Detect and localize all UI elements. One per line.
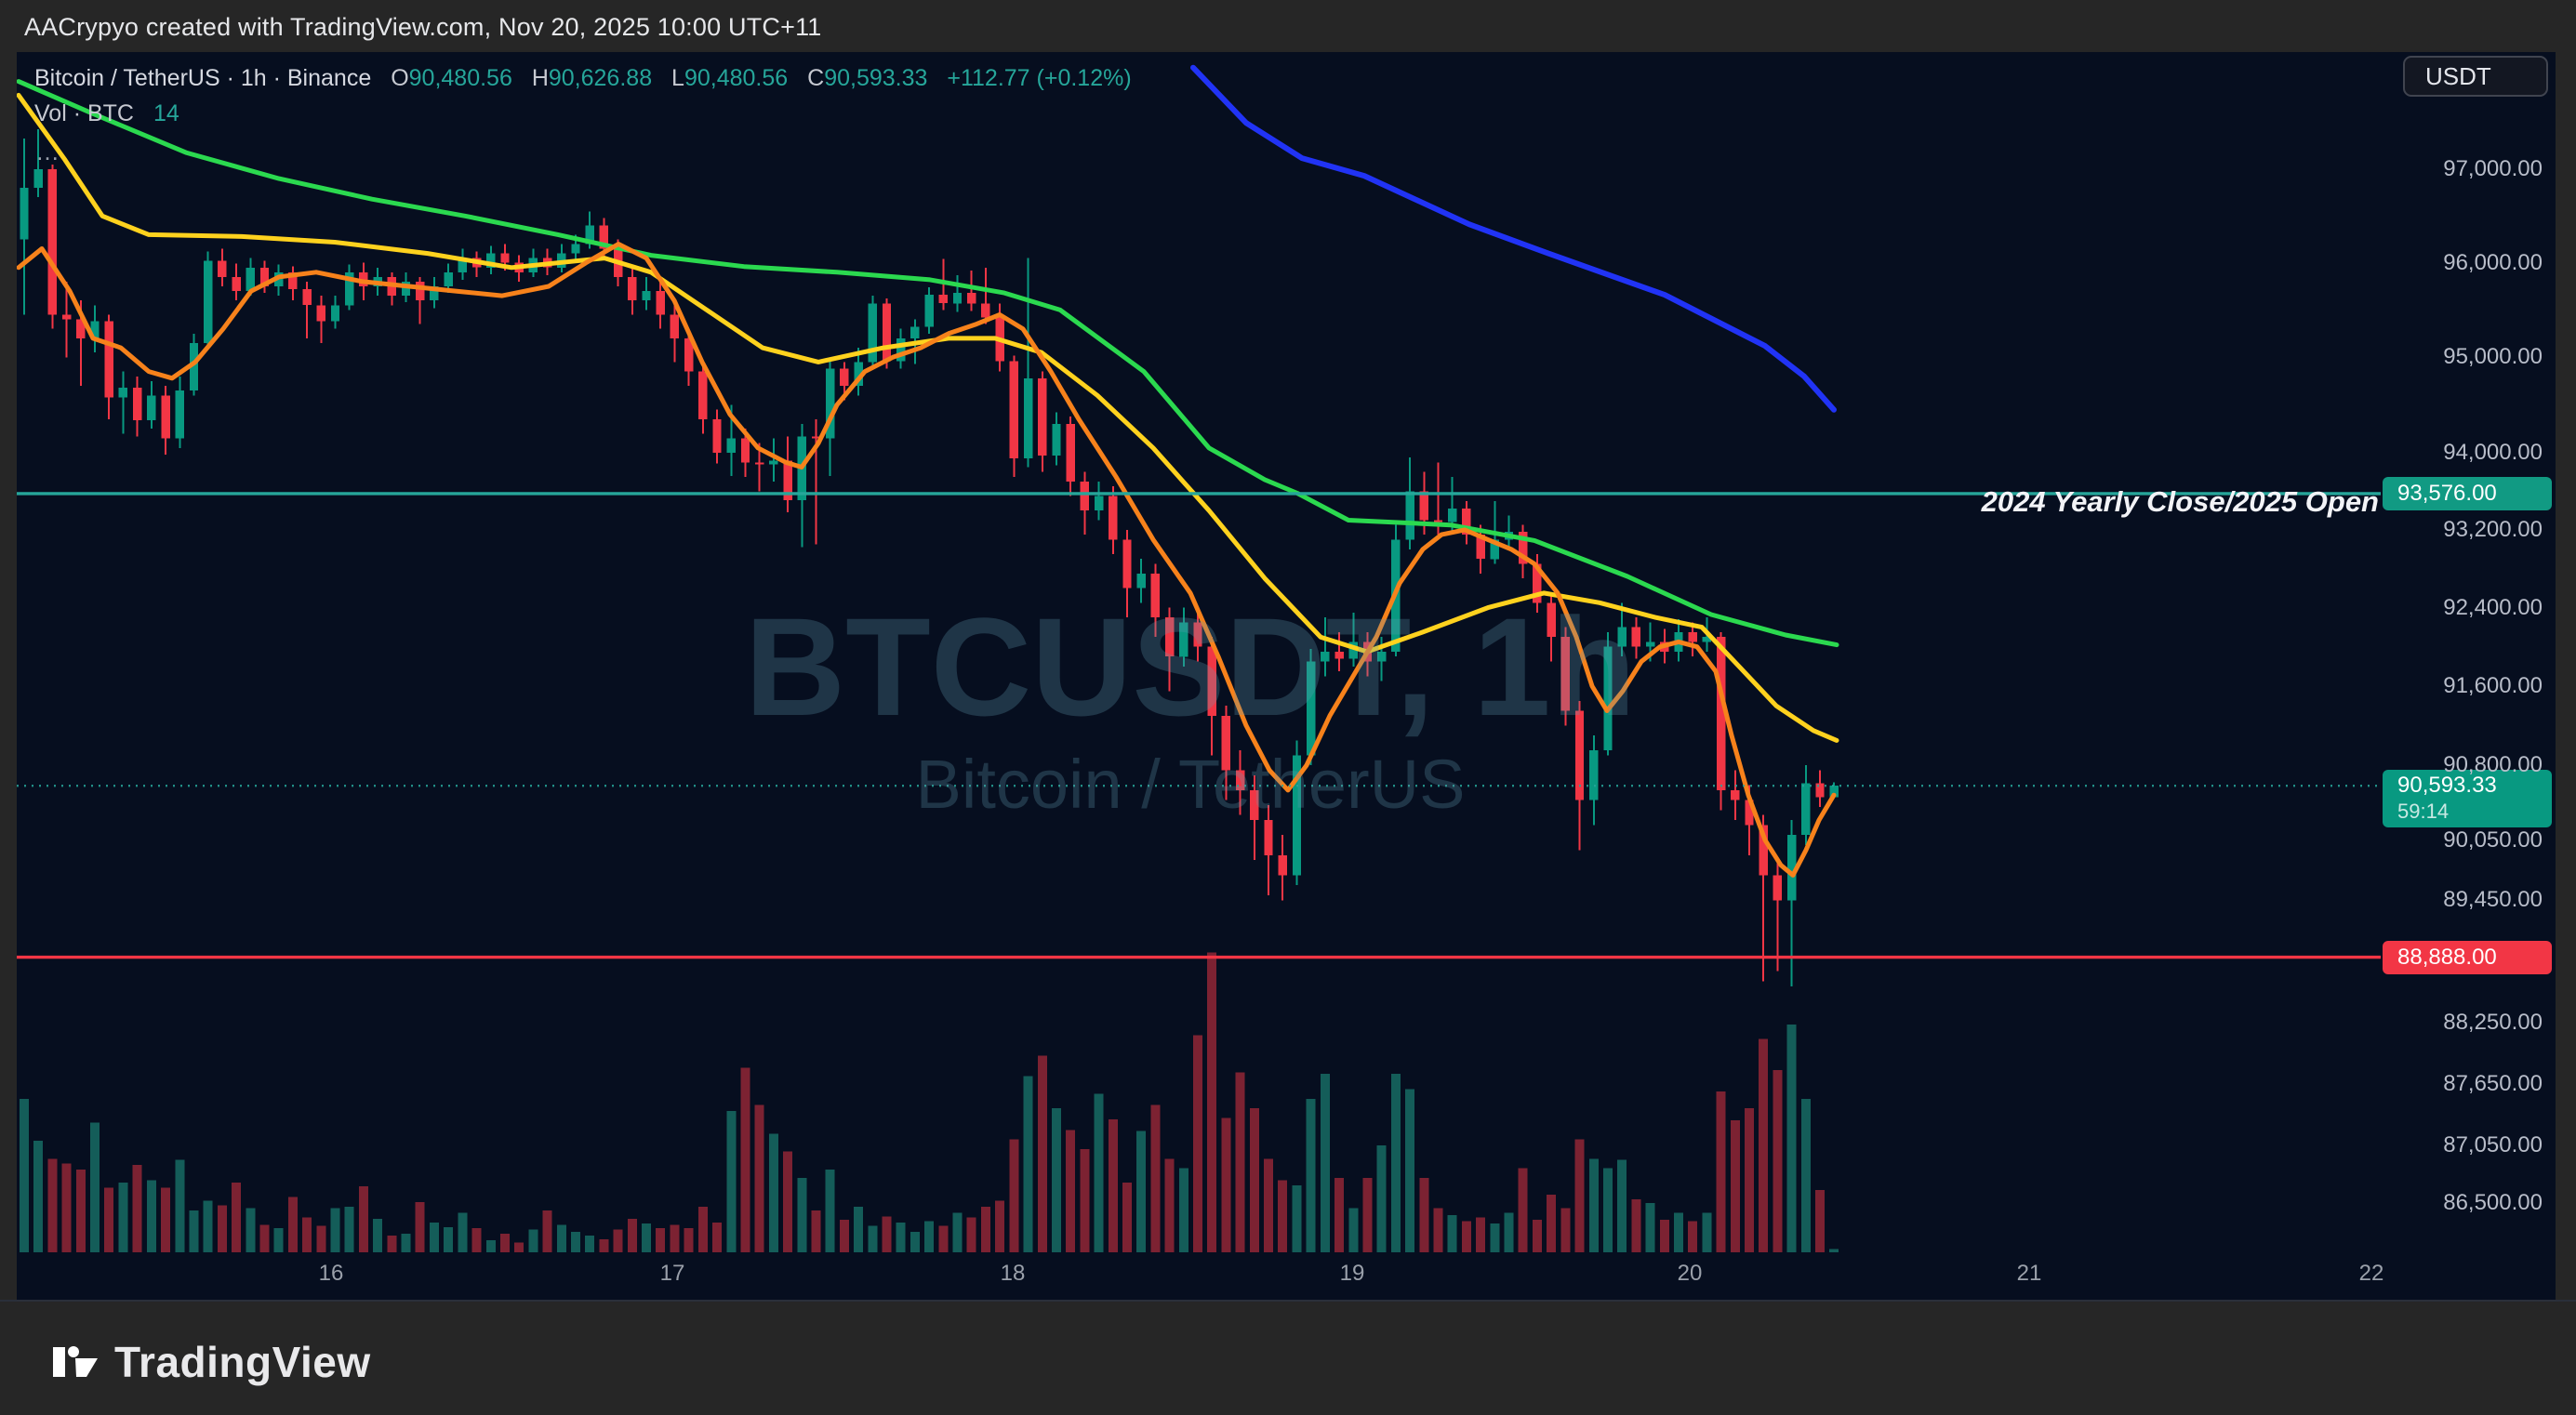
chart-panel[interactable]: BTCUSDT, 1h Bitcoin / TetherUS Bitcoin /… [0,52,2576,1302]
price-axis-label: 88,250.00 [2443,1009,2543,1035]
left-margin [0,52,17,1302]
time-axis-label: 17 [659,1261,685,1286]
level-badge-teal: 93,576.00 [2383,476,2552,510]
legend-row-symbol[interactable]: Bitcoin / TetherUS · 1h · Binance O90,48… [34,65,1132,92]
current-price-badge: 90,593.33 59:14 [2383,770,2552,828]
low-value: 90,480.56 [684,65,789,91]
attribution-text: AACrypyo created with TradingView.com, N… [24,13,822,41]
open-value: 90,480.56 [408,65,512,91]
level-badge-teal-text: 93,576.00 [2397,480,2497,506]
tradingview-logo-icon [53,1346,98,1377]
panel-border [0,1300,2576,1302]
symbol-title: Bitcoin / TetherUS · 1h · Binance [34,65,372,91]
tradingview-logo[interactable]: TradingView [51,1337,371,1387]
footer-bar: TradingView [0,1302,2576,1415]
right-margin [2556,52,2576,1302]
time-axis-label: 20 [1677,1261,1703,1286]
high-label: H [531,65,549,91]
price-axis-label: 86,500.00 [2443,1189,2543,1215]
currency-toggle-label: USDT [2425,61,2491,90]
current-price-text: 90,593.33 [2397,773,2497,799]
price-axis-label: 90,800.00 [2443,752,2543,778]
watermark-symbol: BTCUSDT, 1h [744,588,1637,745]
price-axis-label: 92,400.00 [2443,594,2543,620]
price-axis-label: 97,000.00 [2443,156,2543,182]
legend-more-icon[interactable]: … [35,138,61,165]
time-axis-label: 19 [1339,1261,1365,1286]
high-value: 90,626.88 [548,65,653,91]
change-value: +112.77 (+0.12%) [947,65,1132,91]
low-label: L [671,65,684,91]
price-axis-label: 87,650.00 [2443,1070,2543,1096]
price-axis-label: 89,450.00 [2443,887,2543,913]
attribution-bar: AACrypyo created with TradingView.com, N… [0,0,2576,52]
legend-row-volume[interactable]: Vol · BTC 14 [34,100,179,127]
bar-countdown-text: 59:14 [2397,800,2450,824]
time-axis-label: 22 [2358,1261,2384,1286]
level-badge-red-text: 88,888.00 [2397,944,2497,970]
currency-toggle-button[interactable]: USDT [2403,56,2548,97]
level-annotation: 2024 Yearly Close/2025 Open [1981,485,2379,518]
price-axis[interactable]: 93,576.00 90,593.33 59:14 88,888.00 97,0… [2381,52,2556,1302]
tradingview-wordmark: TradingView [114,1338,371,1386]
time-axis-label: 21 [2016,1261,2042,1286]
price-axis-label: 90,050.00 [2443,827,2543,853]
price-axis-label: 94,000.00 [2443,440,2543,465]
price-chart-plot[interactable] [0,52,2576,1302]
volume-label: Vol · BTC [34,100,134,126]
time-axis[interactable]: 16 17 18 19 20 21 22 [0,1253,2556,1302]
level-badge-red: 88,888.00 [2383,940,2552,974]
time-axis-label: 18 [1000,1261,1026,1286]
close-label: C [807,65,825,91]
close-value: 90,593.33 [824,65,928,91]
price-axis-label: 87,050.00 [2443,1132,2543,1158]
time-axis-label: 16 [318,1261,344,1286]
ma-lines [16,64,1839,878]
price-axis-label: 91,600.00 [2443,672,2543,698]
price-axis-label: 96,000.00 [2443,249,2543,275]
price-axis-label: 95,000.00 [2443,344,2543,370]
level-lines[interactable] [17,492,2381,959]
price-axis-label: 93,200.00 [2443,516,2543,542]
volume-bars [20,952,1839,1253]
open-label: O [391,65,409,91]
watermark-name: Bitcoin / TetherUS [915,746,1466,823]
volume-value: 14 [153,100,179,126]
